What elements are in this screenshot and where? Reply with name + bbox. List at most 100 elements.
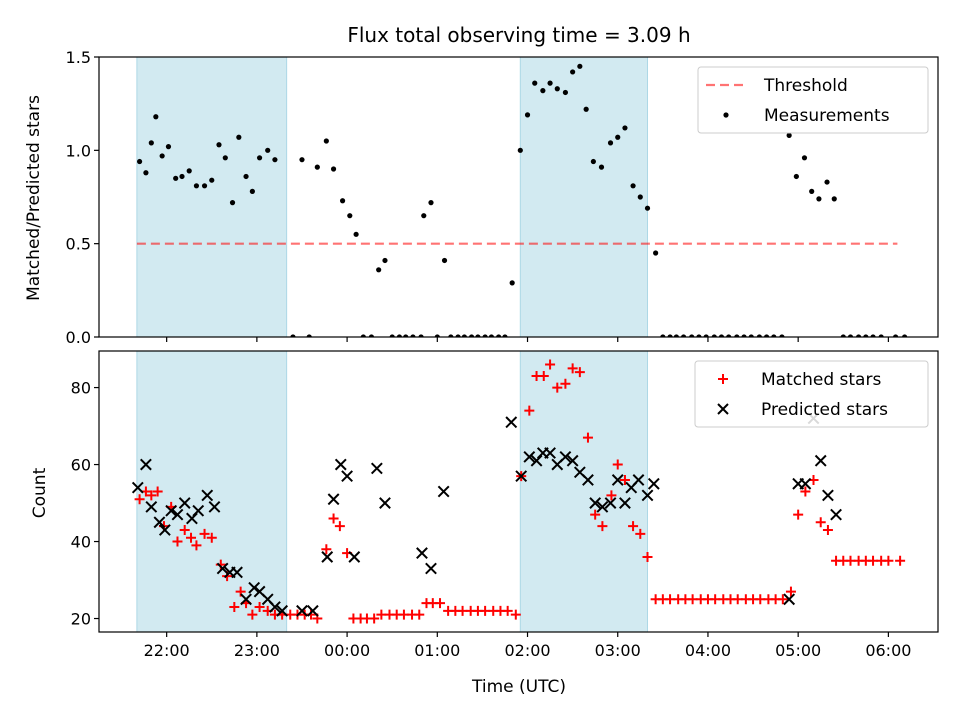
measurement-point <box>726 334 732 337</box>
y-tick-label: 40 <box>71 533 91 552</box>
y-tick-label: 80 <box>71 379 91 398</box>
measurement-point <box>256 155 263 161</box>
shaded-interval <box>136 56 288 338</box>
ratio-panel: 0.0 0.5 1.0 1.5 Threshold Measurements <box>66 48 939 347</box>
measurement-point <box>136 158 143 165</box>
measurement-point <box>644 205 651 211</box>
predicted-star-point <box>171 508 184 521</box>
matched-star-point <box>606 490 617 501</box>
measurement-point <box>323 138 329 144</box>
predicted-star-point <box>619 497 631 509</box>
x-tick-label: 03:00 <box>595 641 641 660</box>
measurement-point <box>718 334 725 337</box>
measurement-point <box>863 334 869 337</box>
matched-star-point <box>560 378 571 389</box>
predicted-star-point <box>822 489 834 502</box>
measurement-point <box>382 257 388 264</box>
measurement-point <box>389 334 395 337</box>
measurement-point <box>314 164 320 170</box>
measurement-point <box>396 334 403 337</box>
predicted-star-point <box>153 516 166 529</box>
matched-star-point <box>247 609 258 620</box>
measurement-point <box>347 213 353 219</box>
matched-star-point <box>191 540 202 551</box>
predicted-star-point <box>216 562 229 575</box>
measurement-point <box>673 334 679 337</box>
matched-star-point <box>552 382 563 393</box>
predicted-star-point <box>131 481 144 494</box>
predicted-star-point <box>208 500 221 513</box>
measurement-point <box>448 334 454 337</box>
matched-star-point <box>199 528 210 539</box>
matched-star-point <box>628 521 639 532</box>
matched-star-point <box>229 601 240 612</box>
x-tick-label: 02:00 <box>504 641 550 660</box>
measurement-point <box>554 86 560 92</box>
measurement-point <box>368 334 375 337</box>
matched-star-point <box>895 555 906 566</box>
measurement-point <box>734 334 740 337</box>
measurement-point <box>680 334 687 337</box>
measurement-point <box>532 80 538 86</box>
measurement-point <box>330 166 337 172</box>
predicted-star-point <box>231 566 243 579</box>
bottom-y-axis-label: Count <box>30 467 50 518</box>
matched-star-point <box>612 459 623 470</box>
measurement-point <box>562 89 569 96</box>
measurement-point <box>428 200 434 206</box>
matched-star-point <box>815 517 826 528</box>
measurement-point <box>598 164 605 170</box>
matched-star-point <box>777 594 788 605</box>
count-panel: 20 40 60 80 22:00 23:00 00:00 01:00 02:00 03:00 04… <box>71 350 939 660</box>
predicted-star-point <box>296 604 308 617</box>
measurement-point <box>689 334 695 337</box>
matched-star-point <box>538 371 549 382</box>
chart-title: Flux total observing time = 3.09 h <box>347 23 690 47</box>
measurement-point <box>360 334 366 337</box>
predicted-star-point <box>334 458 347 471</box>
predicted-star-point <box>178 497 191 509</box>
measurement-point <box>434 334 440 337</box>
measurement-point <box>840 334 846 337</box>
matched-star-point <box>172 536 183 547</box>
measurement-point <box>153 114 159 120</box>
predicted-star-point <box>416 547 428 559</box>
y-tick-label: 0.5 <box>66 235 91 254</box>
x-tick-label: 23:00 <box>234 641 280 660</box>
measurement-point <box>786 132 792 138</box>
matched-star-point <box>582 432 593 443</box>
measurement-point <box>878 334 884 337</box>
predicted-star-point <box>582 474 594 486</box>
matched-star-point <box>800 486 811 497</box>
legend-matched-marker <box>718 374 728 384</box>
predicted-star-point <box>505 416 518 429</box>
predicted-star-point <box>814 454 827 467</box>
predicted-star-point <box>341 470 353 483</box>
measurement-point <box>339 198 346 204</box>
measurement-point <box>748 334 754 337</box>
measurement-point <box>801 155 808 161</box>
measurement-point <box>547 80 553 86</box>
predicted-star-point <box>566 454 579 467</box>
measurement-point <box>468 334 475 337</box>
predicted-star-point <box>783 593 796 606</box>
predicted-star-point <box>145 500 158 513</box>
top-y-axis-label: Matched/Predicted stars <box>24 95 44 301</box>
matched-star-point <box>146 490 157 501</box>
measurement-point <box>517 147 523 153</box>
predicted-star-point <box>515 470 528 483</box>
matched-star-point <box>590 509 601 520</box>
predicted-star-point <box>327 493 340 506</box>
measurement-point <box>847 334 854 337</box>
y-tick-label: 60 <box>71 456 91 475</box>
predicted-star-point <box>306 604 319 617</box>
x-tick-label: 06:00 <box>865 641 911 660</box>
measurement-point <box>590 158 596 165</box>
y-tick-label: 1.0 <box>66 141 91 160</box>
measurement-point <box>216 142 222 148</box>
measurement-point <box>376 267 382 273</box>
predicted-star-point <box>140 458 152 471</box>
matched-star-point <box>414 609 425 620</box>
legend-entry: Measurements <box>764 106 890 126</box>
